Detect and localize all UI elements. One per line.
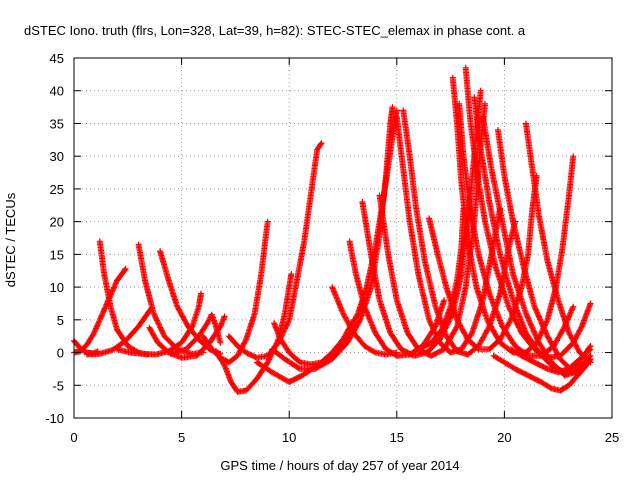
series-arc24 — [456, 100, 577, 359]
y-tick-label: 40 — [50, 84, 64, 99]
series-arc12 — [225, 140, 325, 361]
series-marker-path — [522, 120, 594, 366]
series-arc31 — [507, 346, 594, 376]
y-tick-label: 20 — [50, 215, 64, 230]
y-tick-labels: -10 -5 0 5 10 15 20 25 30 35 40 45 — [45, 51, 64, 426]
y-tick-label: 35 — [50, 116, 64, 131]
data-markers — [71, 64, 594, 395]
x-tick-label: 0 — [70, 430, 77, 445]
plot-frame — [73, 57, 613, 419]
y-tick-label: -10 — [45, 411, 64, 426]
series-arc27 — [479, 113, 594, 379]
x-tick-labels: 0 5 10 15 20 25 — [70, 430, 619, 445]
y-tick-label: -5 — [52, 378, 64, 393]
y-tick-label: 45 — [50, 51, 64, 66]
series-arc29 — [522, 120, 594, 366]
series-marker-path — [507, 346, 594, 376]
y-tick-label: 25 — [50, 182, 64, 197]
x-tick-label: 15 — [390, 430, 404, 445]
y-axis-label: dSTEC / TECUs — [3, 192, 18, 287]
series-marker-path — [167, 311, 224, 357]
y-tick-label: 15 — [50, 247, 64, 262]
chart-title: dSTEC Iono. truth (flrs, Lon=328, Lat=39… — [24, 23, 526, 38]
y-tick-label: 10 — [50, 280, 64, 295]
axis-ticks — [73, 57, 613, 419]
series-marker-path — [490, 352, 594, 394]
series-marker-path — [225, 140, 325, 361]
series-arc32 — [415, 205, 467, 353]
x-axis-label: GPS time / hours of day 257 of year 2014 — [220, 458, 459, 473]
series-marker-path — [456, 100, 577, 359]
x-tick-label: 10 — [282, 430, 296, 445]
series-arc09 — [167, 311, 224, 357]
y-tick-label: 0 — [57, 346, 64, 361]
series-marker-path — [479, 113, 594, 379]
series-marker-path — [415, 205, 467, 353]
series-arc16 — [329, 284, 400, 358]
series-marker-path — [426, 172, 540, 353]
y-tick-label: 5 — [57, 313, 64, 328]
x-tick-label: 25 — [605, 430, 619, 445]
y-tick-label: 30 — [50, 149, 64, 164]
x-tick-label: 20 — [497, 430, 511, 445]
x-tick-label: 5 — [178, 430, 185, 445]
series-marker-path — [329, 284, 400, 358]
series-arc30 — [490, 352, 594, 394]
series-arc22 — [426, 172, 540, 353]
